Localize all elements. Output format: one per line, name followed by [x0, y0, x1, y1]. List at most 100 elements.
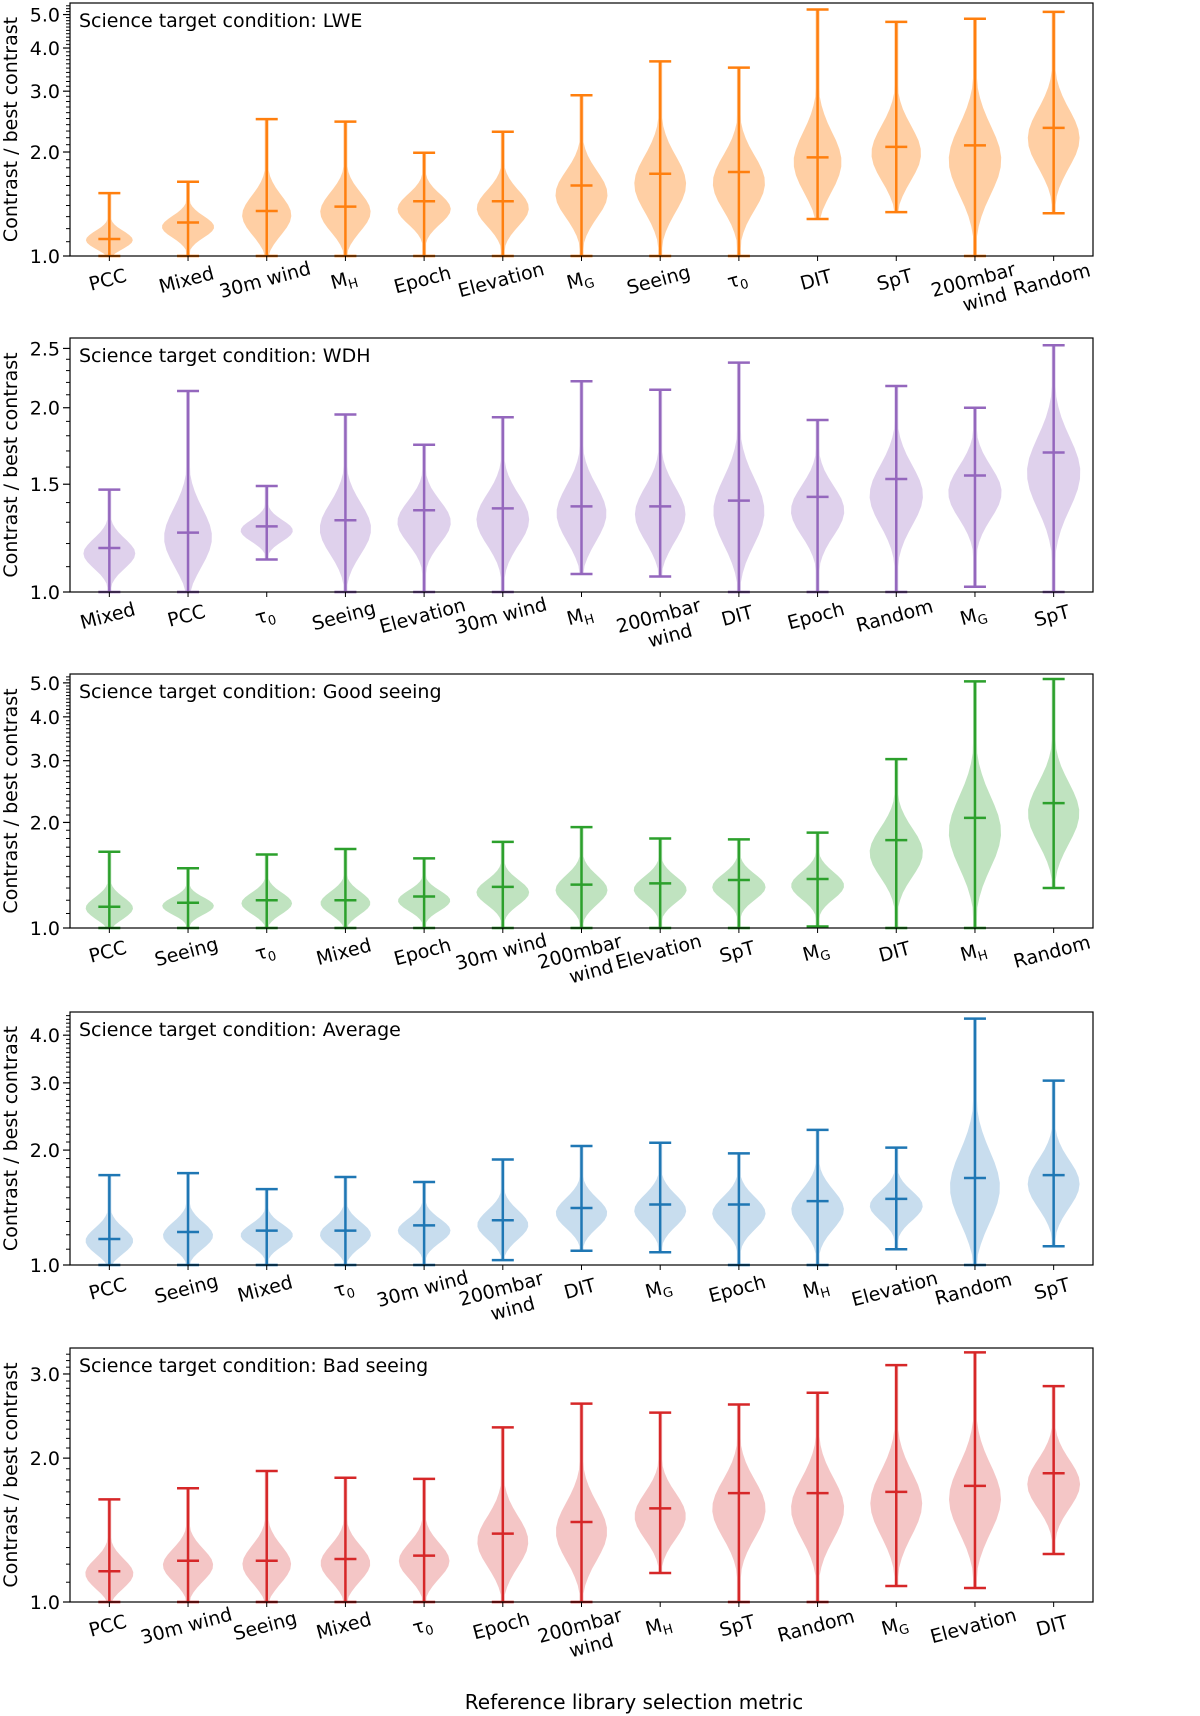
x-tick-label: Elevation	[377, 594, 468, 638]
x-tick-label: Elevation	[613, 930, 704, 974]
panel-title: Science target condition: Average	[79, 1019, 401, 1041]
x-tick-label: Epoch	[470, 1608, 532, 1644]
x-tick-label: MH	[564, 602, 596, 633]
y-tick-label: 1.5	[30, 474, 60, 496]
y-tick-label: 2.5	[30, 338, 60, 360]
y-tick-label: 5.0	[30, 5, 60, 27]
x-tick-label: MG	[643, 1275, 675, 1306]
x-tick-label: PCC	[165, 601, 207, 632]
x-tick-label: DIT	[1034, 1611, 1071, 1641]
x-tick-label: τ0	[725, 267, 751, 296]
x-tick-label: PCC	[87, 937, 129, 968]
x-tick-label: Random	[775, 1605, 857, 1647]
y-axis-label: Contrast / best contrast	[0, 1362, 22, 1587]
y-tick-label: 2.0	[30, 812, 60, 834]
y-tick-label: 1.0	[30, 1255, 60, 1277]
x-tick-label: Mixed	[235, 1271, 295, 1307]
x-tick-label: MG	[958, 602, 990, 633]
x-tick-label: Random	[1011, 259, 1093, 301]
x-tick-label: Mixed	[157, 262, 217, 298]
chart-panel-3: PCC Seeing τ0 Mixed Epoch 30m wind200mbarwind…	[0, 673, 1094, 988]
x-tick-label: DIT	[562, 1274, 599, 1304]
x-tick-label: 200mbarwind	[929, 258, 1024, 323]
y-axis-label: Contrast / best contrast	[0, 352, 22, 577]
x-tick-label: MG	[879, 1612, 911, 1643]
axes-frame	[69, 2, 1094, 257]
x-tick-label: 200mbarwind	[457, 1267, 552, 1332]
x-tick-label: PCC	[87, 1611, 129, 1642]
x-tick-label: τ0	[331, 1276, 357, 1305]
y-tick-label: 4.0	[30, 38, 60, 60]
axes-frame	[69, 673, 1094, 929]
y-tick-label: 3.0	[30, 751, 60, 773]
y-tick-label: 2.0	[30, 398, 60, 420]
y-tick-label: 1.0	[30, 246, 60, 268]
x-tick-label: 30m wind	[453, 593, 549, 638]
x-tick-label: SpT	[875, 265, 916, 296]
x-tick-label: MH	[801, 1275, 833, 1306]
y-tick-label: 3.0	[30, 1364, 60, 1386]
x-tick-label: SpT	[1032, 601, 1073, 632]
x-tick-label: SpT	[1032, 1274, 1073, 1305]
y-tick-label: 5.0	[30, 673, 60, 695]
y-axis-label: Contrast / best contrast	[0, 688, 22, 913]
x-tick-label: Seeing	[310, 597, 378, 635]
chart-panel-1: PCC Mixed 30m wind MH Epoch Elevation MG Seeing…	[0, 2, 1094, 323]
y-axis-label: Contrast / best contrast	[0, 1026, 22, 1251]
x-tick-label: Epoch	[785, 598, 847, 634]
x-tick-label: Random	[854, 595, 936, 637]
y-tick-label: 2.0	[30, 142, 60, 164]
x-tick-label: DIT	[719, 601, 756, 631]
x-tick-label: Epoch	[706, 1271, 768, 1307]
x-tick-label: τ0	[253, 603, 279, 632]
x-tick-label: MH	[328, 266, 360, 297]
x-tick-label: MG	[564, 266, 596, 297]
x-tick-label: Elevation	[456, 258, 547, 302]
panel-title: Science target condition: Bad seeing	[79, 1355, 428, 1377]
y-tick-label: 4.0	[30, 1025, 60, 1047]
x-tick-label: SpT	[717, 937, 758, 968]
x-tick-label: Seeing	[231, 1607, 299, 1645]
axes-frame	[69, 337, 1094, 593]
panel-title: Science target condition: Good seeing	[79, 681, 442, 703]
x-tick-label: Random	[1011, 931, 1093, 973]
x-tick-label: Mixed	[314, 934, 374, 970]
x-tick-label: Epoch	[392, 934, 454, 970]
x-tick-label: τ0	[253, 939, 279, 968]
x-tick-label: MH	[958, 938, 990, 969]
panel-title: Science target condition: LWE	[79, 10, 362, 32]
y-tick-label: 1.0	[30, 1592, 60, 1614]
x-tick-label: 30m wind	[138, 1603, 234, 1648]
x-tick-label: PCC	[87, 1274, 129, 1305]
x-tick-label: Epoch	[392, 262, 454, 298]
x-tick-label: 30m wind	[217, 257, 313, 302]
x-tick-label: 200mbarwind	[535, 1604, 630, 1669]
x-tick-label: MG	[800, 938, 832, 969]
axes-frame	[69, 1011, 1094, 1266]
x-tick-label: DIT	[798, 265, 835, 295]
x-tick-label: τ0	[410, 1613, 436, 1642]
panel-title: Science target condition: WDH	[79, 345, 371, 367]
x-tick-label: Elevation	[849, 1267, 940, 1311]
y-tick-label: 2.0	[30, 1448, 60, 1470]
x-tick-label: Seeing	[624, 261, 692, 299]
y-axis-label: Contrast / best contrast	[0, 17, 22, 242]
x-tick-label: Random	[933, 1268, 1015, 1310]
y-tick-label: 1.0	[30, 918, 60, 940]
x-tick-label: Seeing	[152, 1270, 220, 1308]
y-tick-label: 3.0	[30, 81, 60, 103]
x-tick-label: MH	[643, 1612, 675, 1643]
axes-frame	[69, 1347, 1094, 1603]
y-tick-label: 4.0	[30, 707, 60, 729]
x-tick-label: SpT	[717, 1611, 758, 1642]
figure-x-axis-label: Reference library selection metric	[465, 1690, 803, 1714]
x-tick-label: 200mbarwind	[614, 594, 709, 659]
x-tick-label: Mixed	[314, 1608, 374, 1644]
y-tick-label: 3.0	[30, 1073, 60, 1095]
y-tick-label: 2.0	[30, 1140, 60, 1162]
x-tick-label: Mixed	[78, 598, 138, 634]
